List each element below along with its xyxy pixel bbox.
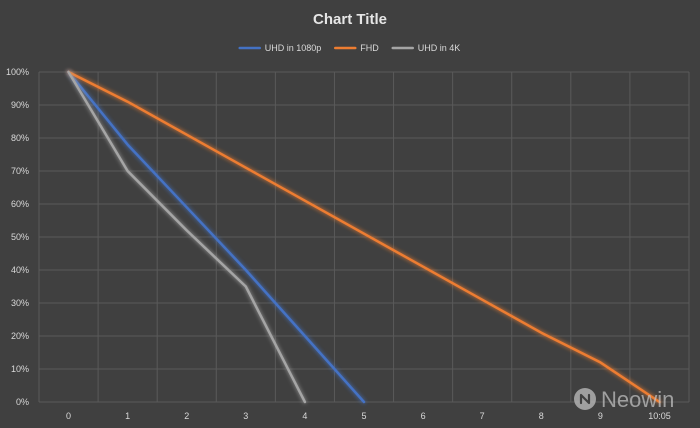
legend-label: UHD in 4K [418,43,461,53]
x-tick-label: 2 [184,411,189,421]
legend-label: FHD [360,43,379,53]
chart-title: Chart Title [313,11,387,28]
series-line [67,70,366,404]
watermark-label: Neowin [601,387,674,412]
x-tick-label: 9 [598,411,603,421]
y-tick-label: 60% [11,199,29,209]
plot-grid [38,71,690,403]
legend-label: UHD in 1080p [265,43,322,53]
y-tick-label: 80% [11,133,29,143]
x-tick-label: 0 [66,411,71,421]
x-tick-label: 4 [302,411,307,421]
y-tick-label: 20% [11,331,29,341]
watermark: Neowin [574,387,674,412]
y-tick-label: 90% [11,100,29,110]
y-tick-label: 100% [6,67,29,77]
y-tick-label: 30% [11,298,29,308]
series-lines [67,70,661,404]
series-line [67,70,307,404]
x-tick-label: 5 [361,411,366,421]
neowin-logo-icon [574,388,596,410]
x-axis-tick-labels: 0 1 2 3 4 5 6 7 8 9 10:05 [66,411,671,421]
y-tick-label: 70% [11,166,29,176]
series-line [67,70,661,404]
x-tick-label: 7 [480,411,485,421]
x-tick-label: 10:05 [648,411,671,421]
legend: UHD in 1080p FHD UHD in 4K [238,43,461,53]
x-tick-label: 8 [539,411,544,421]
y-tick-label: 40% [11,265,29,275]
y-tick-label: 10% [11,364,29,374]
x-tick-label: 1 [125,411,130,421]
x-tick-label: 6 [421,411,426,421]
y-axis-tick-labels: 0% 10% 20% 30% 40% 50% 60% 70% 80% 90% 100% [6,67,29,407]
y-tick-label: 0% [16,397,29,407]
x-tick-label: 3 [243,411,248,421]
y-tick-label: 50% [11,232,29,242]
